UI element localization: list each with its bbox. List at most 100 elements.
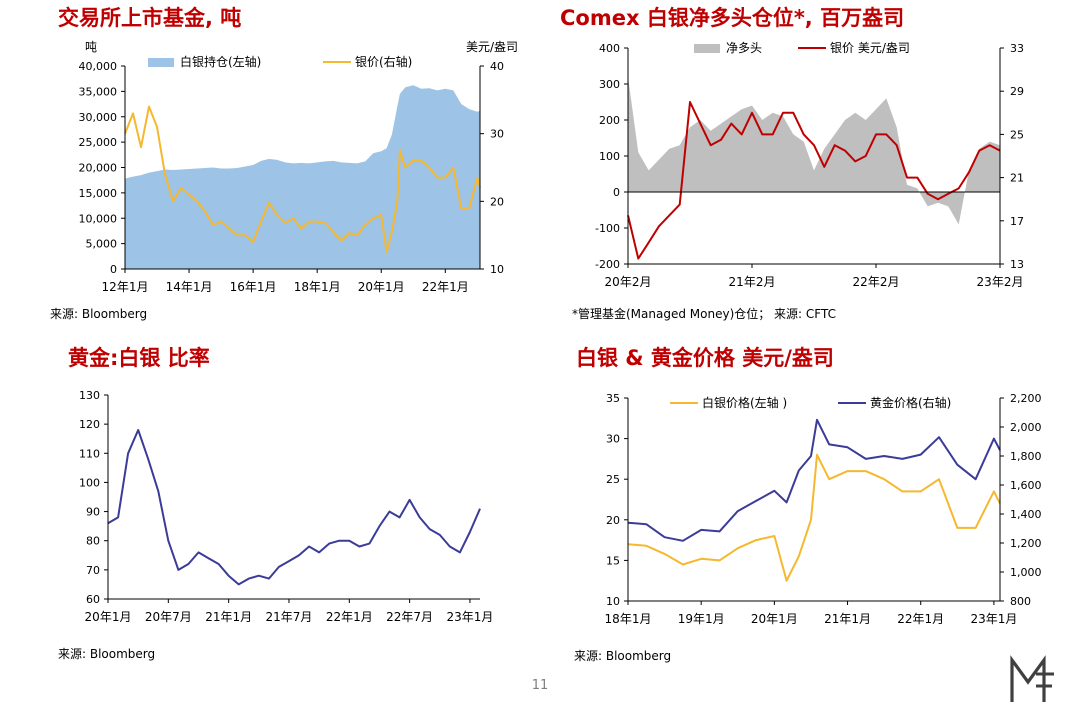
left-tick-label-4-0: 10	[606, 595, 620, 608]
series-line-2-1	[627, 101, 1001, 260]
right-tick-label-4-2: 1,200	[1010, 537, 1042, 550]
x-tick-label-2-1: 21年2月	[729, 275, 776, 289]
left-tick-label-4-2: 20	[606, 514, 620, 527]
left-tick-label-3-7: 130	[79, 389, 100, 402]
etf-holdings-title: 交易所上市基金, 吨	[58, 6, 242, 30]
x-tick-label-3-0: 20年1月	[85, 610, 132, 624]
left-tick-label-1-4: 20,000	[79, 162, 118, 175]
x-tick-label-2-2: 22年2月	[853, 275, 900, 289]
right-tick-label-1-3: 40	[490, 60, 504, 73]
left-tick-label-1-0: 0	[110, 263, 117, 276]
etf-holdings-svg: 0 5,000 10,000 15,000 20,000 25,000 30,000 35,0…	[79, 40, 519, 294]
left-tick-label-3-4: 100	[79, 476, 100, 489]
left-tick-label-3-2: 80	[86, 535, 100, 548]
left-tick-label-2-1: -100	[595, 222, 620, 235]
left-tick-label-2-5: 300	[599, 78, 620, 91]
legend-swatch-2-0	[694, 44, 720, 53]
legend-label-1-0: 白银持仓(左轴)	[180, 54, 261, 69]
right-tick-label-2-1: 17	[1010, 215, 1024, 228]
gold-silver-ratio-svg: 60 70 80 90 100 110 120 130 20年1月 20年7月 21年1月 21年7月…	[79, 389, 493, 624]
silver-gold-price-title: 白银 & 黄金价格 美元/盎司	[576, 346, 834, 370]
left-tick-label-1-2: 10,000	[79, 212, 118, 225]
right-tick-label-2-5: 33	[1010, 42, 1024, 55]
legend-label-4-0: 白银价格(左轴 )	[702, 395, 787, 410]
series-area-1-0	[125, 85, 480, 269]
right-tick-label-2-4: 29	[1010, 85, 1024, 98]
right-tick-label-1-2: 30	[490, 128, 504, 141]
x-tick-label-4-3: 21年1月	[824, 612, 871, 626]
x-tick-label-2-0: 20年2月	[605, 275, 652, 289]
series-line-3-0	[107, 429, 481, 586]
legend-label-1-1: 银价(右轴)	[355, 54, 412, 69]
x-tick-label-3-2: 21年1月	[205, 610, 252, 624]
x-tick-label-3-4: 22年1月	[326, 610, 373, 624]
right-tick-label-4-6: 2,000	[1010, 421, 1042, 434]
silver-gold-price-svg: 10 15 20 25 30 35 800 1,000 1,200 1,400 1,600 1,800…	[605, 392, 1042, 626]
x-tick-label-1-1: 14年1月	[166, 280, 213, 294]
left-tick-label-3-5: 110	[79, 447, 100, 460]
left-tick-label-3-6: 120	[79, 418, 100, 431]
etf-holdings-chart: 0 5,000 10,000 15,000 20,000 25,000 30,000 35,0…	[40, 36, 540, 306]
x-tick-label-2-3: 23年2月	[977, 275, 1024, 289]
left-tick-label-2-3: 100	[599, 150, 620, 163]
x-tick-label-3-3: 21年7月	[266, 610, 313, 624]
comex-net-long-title: Comex 白银净多头仓位*, 百万盎司	[560, 6, 905, 30]
left-tick-label-3-0: 60	[86, 593, 100, 606]
left-tick-label-1-7: 35,000	[79, 85, 118, 98]
left-tick-label-4-1: 15	[606, 554, 620, 567]
comex-net-long-source: *管理基金(Managed Money)仓位； 来源: CFTC	[572, 307, 836, 321]
left-tick-label-2-2: 0	[613, 186, 620, 199]
right-tick-label-4-5: 1,800	[1010, 450, 1042, 463]
right-tick-label-2-0: 13	[1010, 258, 1024, 271]
left-tick-label-1-1: 5,000	[86, 238, 118, 251]
right-tick-label-4-0: 800	[1010, 595, 1031, 608]
left-tick-label-2-4: 200	[599, 114, 620, 127]
left-tick-label-2-0: -200	[595, 258, 620, 271]
right-tick-label-1-1: 20	[490, 195, 504, 208]
right-tick-label-4-7: 2,200	[1010, 392, 1042, 405]
x-tick-label-3-5: 22年7月	[386, 610, 433, 624]
x-tick-label-4-0: 18年1月	[605, 612, 652, 626]
page-number: 11	[531, 678, 549, 693]
right-tick-label-2-3: 25	[1010, 128, 1024, 141]
right-tick-label-4-4: 1,600	[1010, 479, 1042, 492]
gold-silver-ratio-title: 黄金:白银 比率	[68, 346, 210, 370]
x-tick-label-1-0: 12年1月	[102, 280, 149, 294]
left-tick-label-4-3: 25	[606, 473, 620, 486]
x-tick-label-4-5: 23年1月	[970, 612, 1017, 626]
left-tick-label-2-6: 400	[599, 42, 620, 55]
right-tick-label-1-0: 10	[490, 263, 504, 276]
right-tick-label-4-3: 1,400	[1010, 508, 1042, 521]
right-tick-label-2-2: 21	[1010, 172, 1024, 185]
series-line-4-1	[627, 418, 1001, 542]
gold-silver-ratio-chart: 60 70 80 90 100 110 120 130 20年1月 20年7月 21年1月 21年7月…	[40, 380, 540, 640]
silver-gold-price-chart: 10 15 20 25 30 35 800 1,000 1,200 1,400 1,600 1,800…	[560, 380, 1065, 640]
left-tick-label-3-1: 70	[86, 564, 100, 577]
x-tick-label-1-3: 18年1月	[294, 280, 341, 294]
mf-logo	[1010, 655, 1054, 702]
x-tick-label-4-2: 20年1月	[751, 612, 798, 626]
comex-net-long-chart: -200 -100 0 100 200 300 400 13 17 21 25 29 33 20年2月 21…	[560, 36, 1060, 306]
gold-silver-ratio-source: 来源: Bloomberg	[58, 647, 156, 661]
comex-net-long-svg: -200 -100 0 100 200 300 400 13 17 21 25 29 33 20年2月 21…	[595, 41, 1024, 289]
etf-holdings-source: 来源: Bloomberg	[50, 307, 148, 321]
x-tick-label-1-5: 22年1月	[422, 280, 469, 294]
left-tick-label-1-3: 15,000	[79, 187, 118, 200]
left-unit-1: 吨	[85, 40, 97, 54]
silver-gold-price-source: 来源: Bloomberg	[574, 649, 672, 663]
x-tick-label-3-1: 20年7月	[145, 610, 192, 624]
left-tick-label-1-5: 25,000	[79, 136, 118, 149]
series-line-1-1	[124, 105, 481, 254]
left-tick-label-4-4: 30	[606, 433, 620, 446]
left-tick-label-3-3: 90	[86, 506, 100, 519]
right-tick-label-4-1: 1,000	[1010, 566, 1042, 579]
series-area-2-0	[628, 76, 1000, 225]
series-line-4-0	[627, 453, 1001, 582]
left-tick-label-1-8: 40,000	[79, 60, 118, 73]
legend-label-2-1: 银价 美元/盎司	[830, 41, 910, 55]
x-tick-label-3-6: 23年1月	[446, 610, 493, 624]
x-tick-label-4-4: 22年1月	[897, 612, 944, 626]
x-tick-label-1-2: 16年1月	[230, 280, 277, 294]
left-tick-label-4-5: 35	[606, 392, 620, 405]
legend-label-2-0: 净多头	[726, 41, 762, 55]
